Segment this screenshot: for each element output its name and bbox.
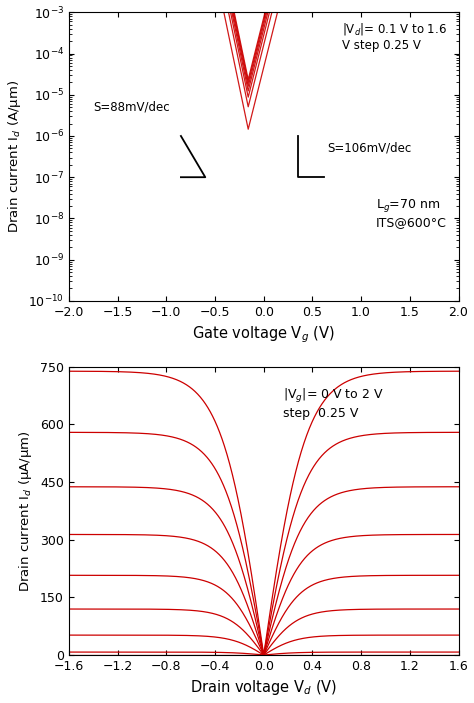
Text: |V$_d$|= 0.1 V to 1.6
V step 0.25 V: |V$_d$|= 0.1 V to 1.6 V step 0.25 V [342,21,447,52]
Text: S=106mV/dec: S=106mV/dec [327,142,411,155]
Y-axis label: Drain current I$_d$ (A/μm): Drain current I$_d$ (A/μm) [6,80,23,233]
Text: |V$_g$|= 0 V to 2 V
step  0.25 V: |V$_g$|= 0 V to 2 V step 0.25 V [283,387,384,420]
Text: L$_g$=70 nm
ITS@600°C: L$_g$=70 nm ITS@600°C [376,197,447,229]
Text: S=88mV/dec: S=88mV/dec [93,101,170,114]
X-axis label: Gate voltage V$_g$ (V): Gate voltage V$_g$ (V) [192,324,335,345]
Y-axis label: Drain current I$_d$ (μA/μm): Drain current I$_d$ (μA/μm) [18,430,35,591]
X-axis label: Drain voltage V$_d$ (V): Drain voltage V$_d$ (V) [190,678,337,697]
